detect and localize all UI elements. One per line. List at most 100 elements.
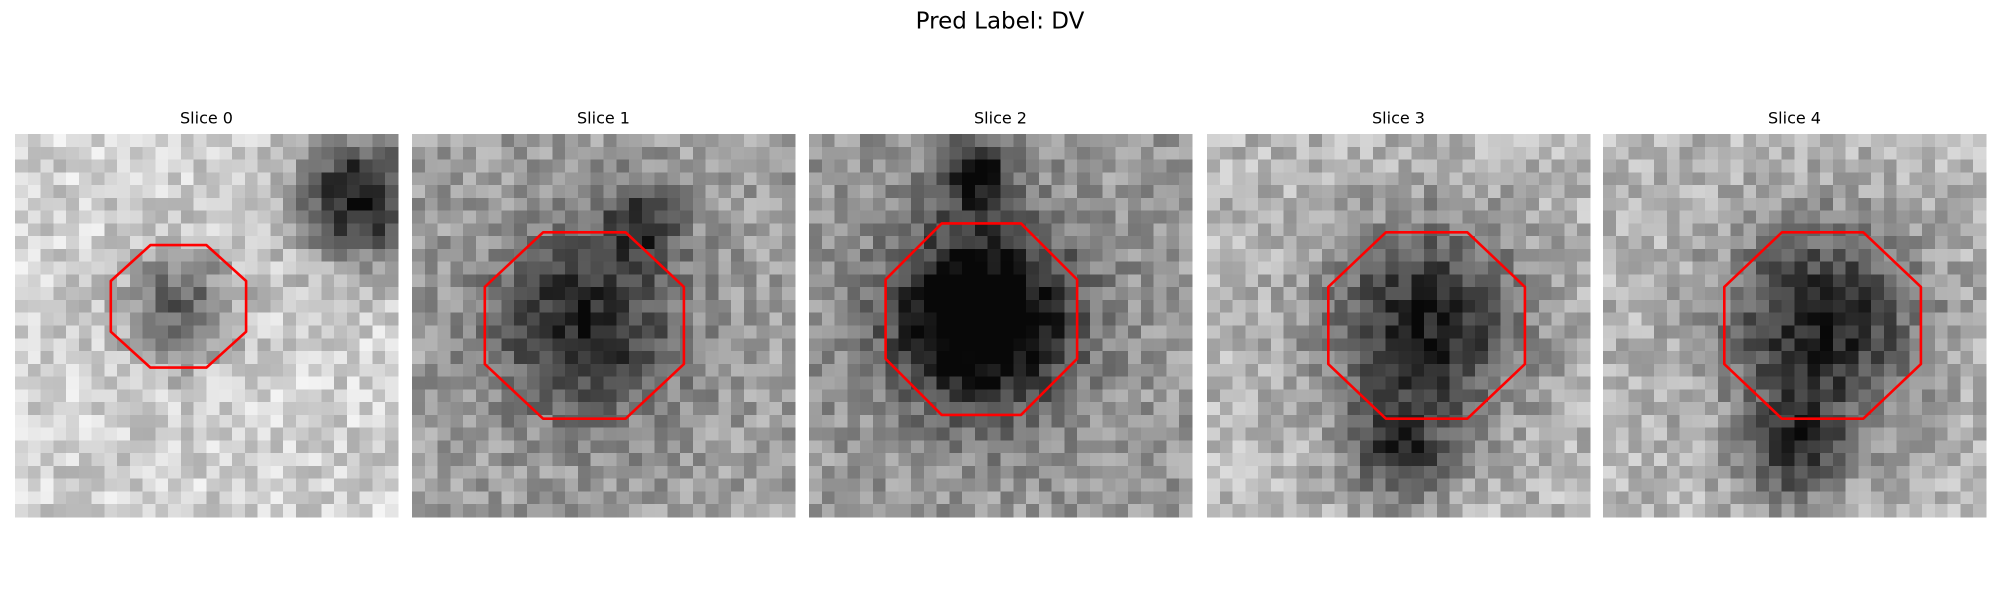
pixel — [629, 261, 643, 275]
pixel — [923, 172, 938, 186]
pixel — [1513, 172, 1527, 186]
pixel — [1219, 491, 1234, 505]
pixel — [1309, 402, 1323, 416]
pixel — [1858, 338, 1872, 352]
pixel — [1500, 491, 1514, 505]
pixel — [308, 223, 322, 237]
pixel — [424, 351, 439, 365]
pixel — [1603, 440, 1617, 454]
pixel — [321, 287, 335, 301]
pixel — [1973, 159, 1987, 173]
pixel — [1947, 274, 1961, 288]
pixel — [1219, 389, 1234, 403]
pixel — [821, 504, 836, 518]
pixel — [334, 325, 348, 339]
pixel — [295, 351, 310, 365]
pixel — [1973, 172, 1987, 186]
pixel — [809, 274, 823, 288]
pixel — [1538, 210, 1553, 224]
pixel — [1219, 325, 1234, 339]
pixel — [1475, 465, 1489, 480]
pixel — [1089, 299, 1104, 314]
pixel — [1424, 389, 1438, 403]
pixel — [692, 351, 707, 365]
pixel — [321, 159, 335, 173]
pixel — [577, 248, 592, 263]
pixel — [1832, 261, 1847, 275]
pixel — [1296, 287, 1310, 301]
pixel — [270, 134, 284, 148]
pixel — [1666, 274, 1681, 288]
pixel — [1794, 440, 1808, 454]
pixel — [1077, 414, 1091, 429]
pixel — [1013, 491, 1027, 505]
pixel — [53, 312, 67, 326]
pixel — [860, 287, 874, 301]
pixel — [334, 299, 348, 314]
pixel — [295, 312, 310, 326]
pixel — [1102, 325, 1116, 339]
pixel — [501, 274, 515, 288]
pixel — [1820, 363, 1834, 378]
pixel — [180, 236, 195, 250]
pixel — [885, 312, 899, 326]
pixel — [667, 312, 681, 326]
pixel — [898, 440, 912, 454]
pixel — [629, 172, 643, 186]
pixel — [1089, 312, 1104, 326]
pixel — [680, 376, 694, 390]
pixel — [1730, 299, 1744, 314]
panel-title: Slice 2 — [974, 109, 1027, 128]
pixel — [53, 338, 67, 352]
pixel — [1128, 287, 1142, 301]
pixel — [1347, 325, 1361, 339]
pixel — [359, 338, 373, 352]
pixel — [1000, 504, 1014, 518]
pixel — [1705, 351, 1719, 365]
pixel — [718, 491, 732, 505]
pixel — [1500, 172, 1514, 186]
pixel — [180, 159, 195, 173]
pixel — [1768, 299, 1783, 314]
pixel — [321, 299, 335, 314]
pixel — [1934, 159, 1949, 173]
pixel — [1013, 236, 1027, 250]
pixel — [1654, 261, 1668, 275]
pixel — [1973, 427, 1987, 441]
pixel — [1207, 351, 1221, 365]
pixel — [1013, 185, 1027, 199]
pixel — [257, 134, 271, 148]
pixel — [1385, 351, 1399, 365]
pixel — [1270, 312, 1285, 326]
pixel — [1140, 351, 1155, 365]
pixel — [40, 287, 54, 301]
pixel — [809, 223, 823, 237]
pixel — [616, 210, 630, 224]
pixel — [552, 491, 566, 505]
pixel — [731, 491, 745, 505]
pixel — [641, 185, 656, 199]
pixel — [66, 172, 80, 186]
pixel — [923, 325, 938, 339]
pixel — [27, 312, 42, 326]
pixel — [1360, 312, 1374, 326]
pixel — [1756, 185, 1770, 199]
pixel — [104, 134, 118, 148]
pixel — [718, 414, 732, 429]
pixel — [860, 402, 874, 416]
pixel — [577, 299, 592, 314]
pixel — [1411, 504, 1425, 518]
pixel — [526, 389, 541, 403]
pixel — [1730, 185, 1744, 199]
pixel — [526, 287, 541, 301]
pixel — [475, 197, 490, 212]
pixel — [705, 172, 719, 186]
pixel — [1794, 299, 1808, 314]
pixel — [1577, 389, 1591, 403]
pixel — [885, 172, 899, 186]
pixel — [1102, 146, 1116, 161]
pixel — [654, 274, 668, 288]
pixel — [385, 185, 399, 199]
pixel — [911, 197, 925, 212]
pixel — [1000, 389, 1014, 403]
